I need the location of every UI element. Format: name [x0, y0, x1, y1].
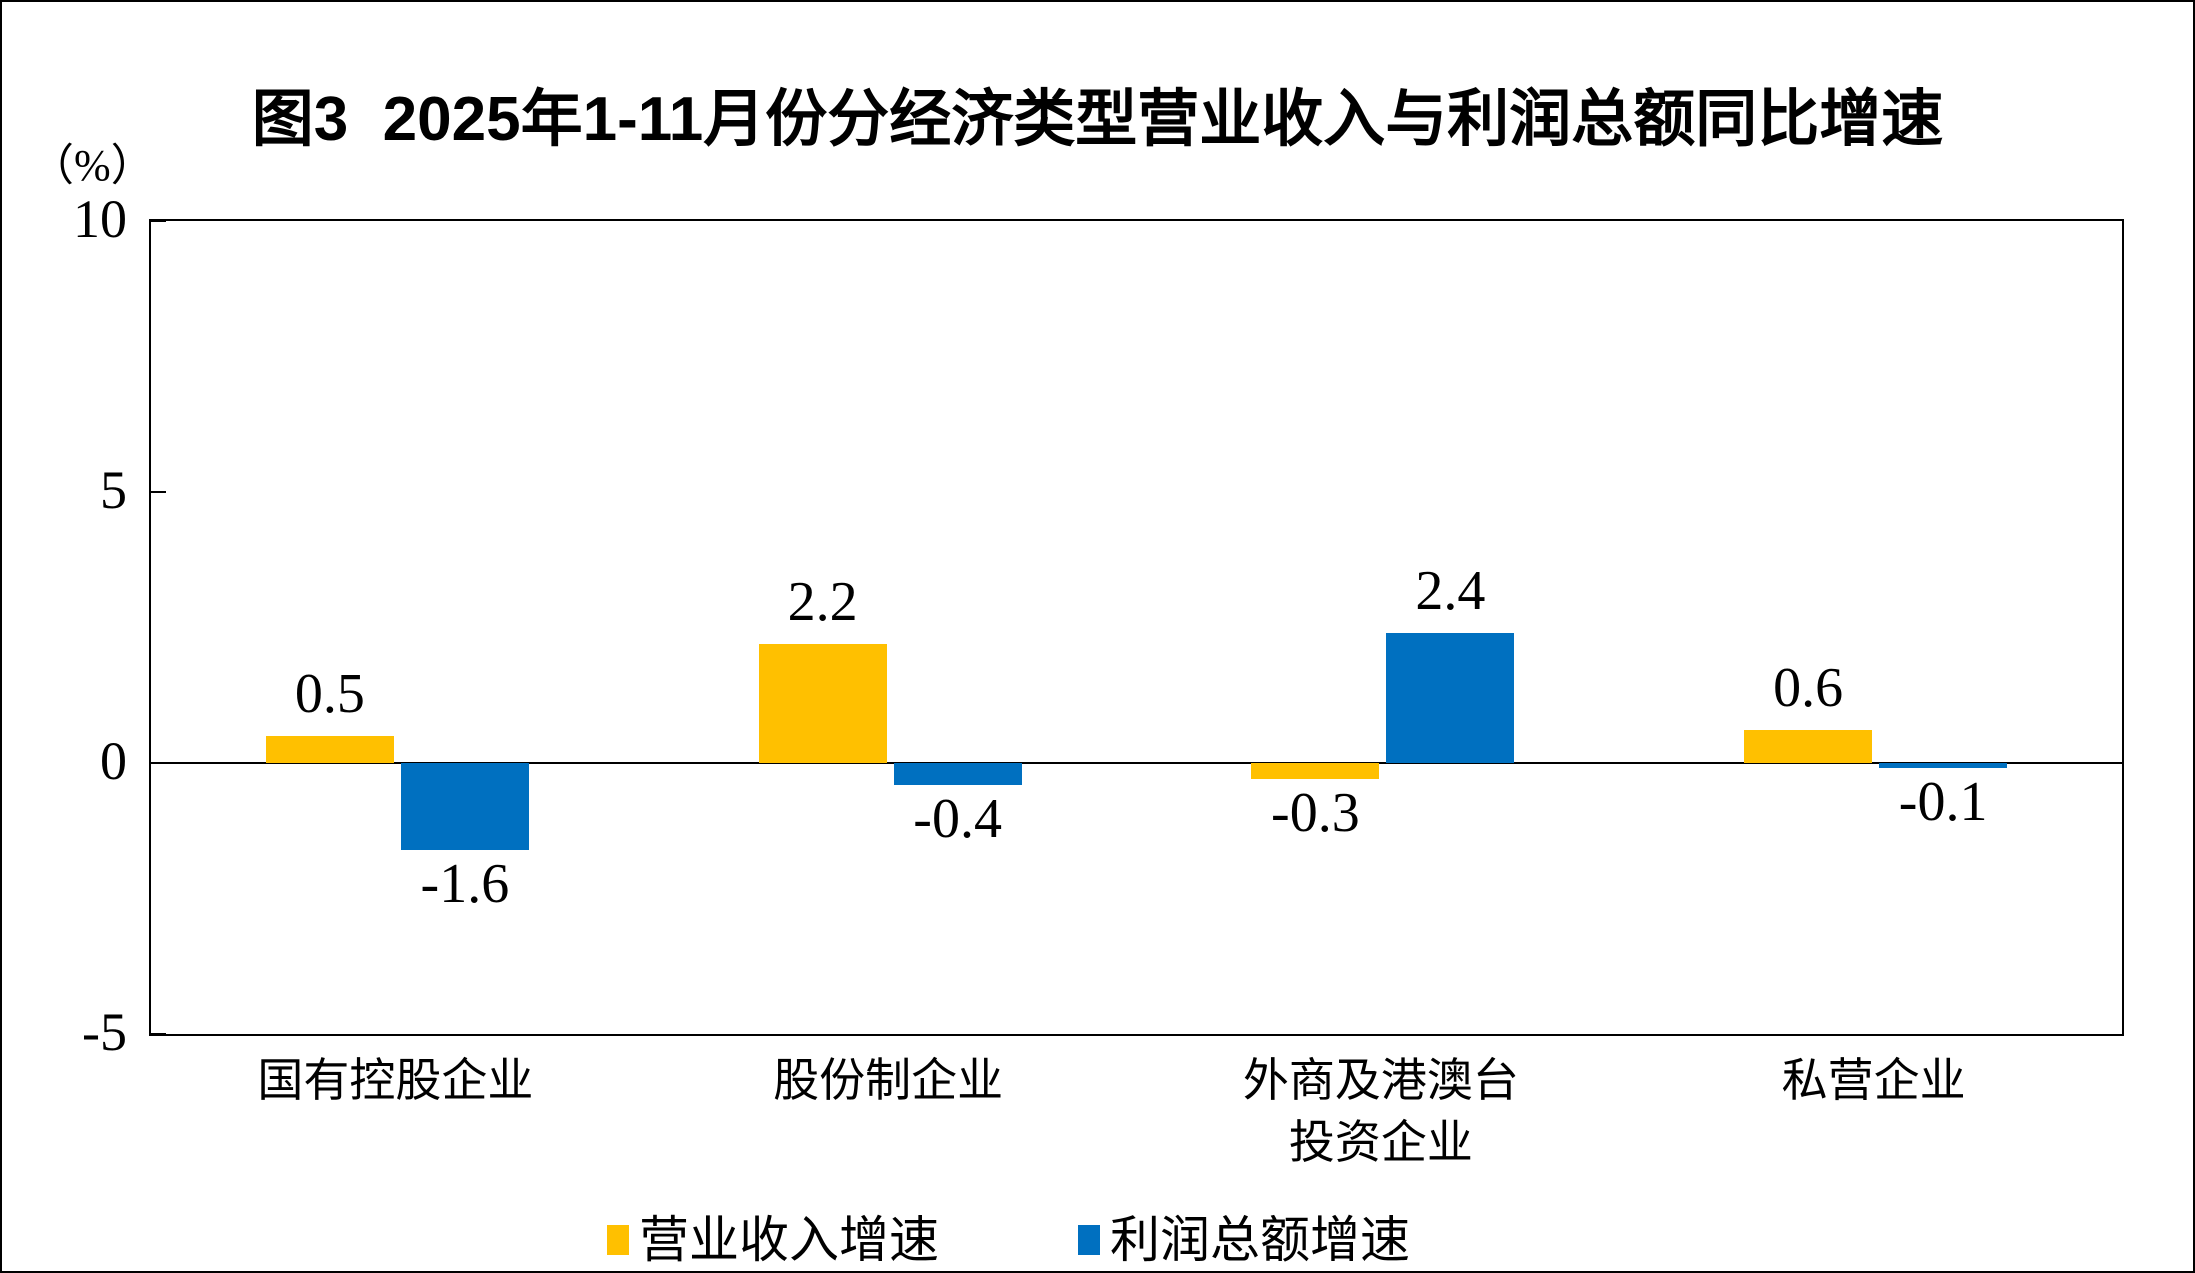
category-label-line: 股份制企业: [773, 1055, 1004, 1106]
zero-axis-line: [151, 762, 2122, 764]
bar-value-label: 0.5: [294, 662, 365, 725]
category-label: 股份制企业: [628, 1050, 1148, 1112]
bar-value-label: -0.4: [913, 787, 1002, 850]
bar-s1-c0: [400, 763, 529, 850]
bar-s1-c3: [1879, 763, 2008, 769]
bar-value-label: 2.4: [1415, 559, 1486, 622]
bar-value-label: -1.6: [420, 852, 510, 915]
y-axis-tick-label: 10: [73, 189, 127, 249]
y-axis-tick-mark: [151, 220, 166, 222]
bar-s0-c3: [1744, 730, 1873, 763]
bar-value-label: 0.6: [1773, 657, 1844, 720]
y-axis-unit-label: （%）: [30, 141, 155, 190]
chart-title: 图3 2025年1-11月份分经济类型营业收入与利润总额同比增速: [251, 85, 1944, 154]
bar-s0-c0: [265, 735, 394, 763]
y-axis-tick-label: 0: [100, 731, 127, 791]
category-label-line: 投资企业: [1288, 1117, 1473, 1168]
legend-series-label: 营业收入增速: [639, 1212, 939, 1268]
y-axis-tick-mark: [151, 491, 166, 493]
legend-marker-swatch: [1078, 1225, 1100, 1255]
y-axis-tick-mark: [151, 1033, 166, 1035]
plot-area: 0.5 2.2 -0.3 0.6 -1.6 -0.4 2.4 -0.1: [149, 219, 2124, 1036]
category-label-line: 外商及港澳台: [1242, 1055, 1519, 1106]
category-label: 外商及港澳台 投资企业: [1121, 1050, 1641, 1174]
bar-s1-c1: [893, 763, 1022, 785]
bar-value-label: -0.1: [1898, 771, 1988, 834]
y-axis-tick-label: 5: [100, 460, 127, 520]
category-label: 私营企业: [1614, 1050, 2134, 1112]
legend-item: 利润总额增速: [1078, 1212, 1410, 1268]
category-label: 国有控股企业: [135, 1050, 655, 1112]
bar-value-label: -0.3: [1271, 782, 1360, 845]
y-axis-tick-label: -5: [82, 1002, 127, 1062]
legend-series-label: 利润总额增速: [1110, 1212, 1410, 1268]
bar-s0-c2: [1251, 763, 1380, 780]
bar-s0-c1: [758, 643, 887, 763]
category-label-line: 国有控股企业: [257, 1055, 534, 1106]
legend-item: 营业收入增速: [607, 1212, 939, 1268]
bar-value-label: 2.2: [787, 570, 858, 633]
category-label-line: 私营企业: [1781, 1055, 1966, 1106]
bar-s1-c2: [1386, 632, 1515, 763]
legend-marker-swatch: [607, 1225, 629, 1255]
